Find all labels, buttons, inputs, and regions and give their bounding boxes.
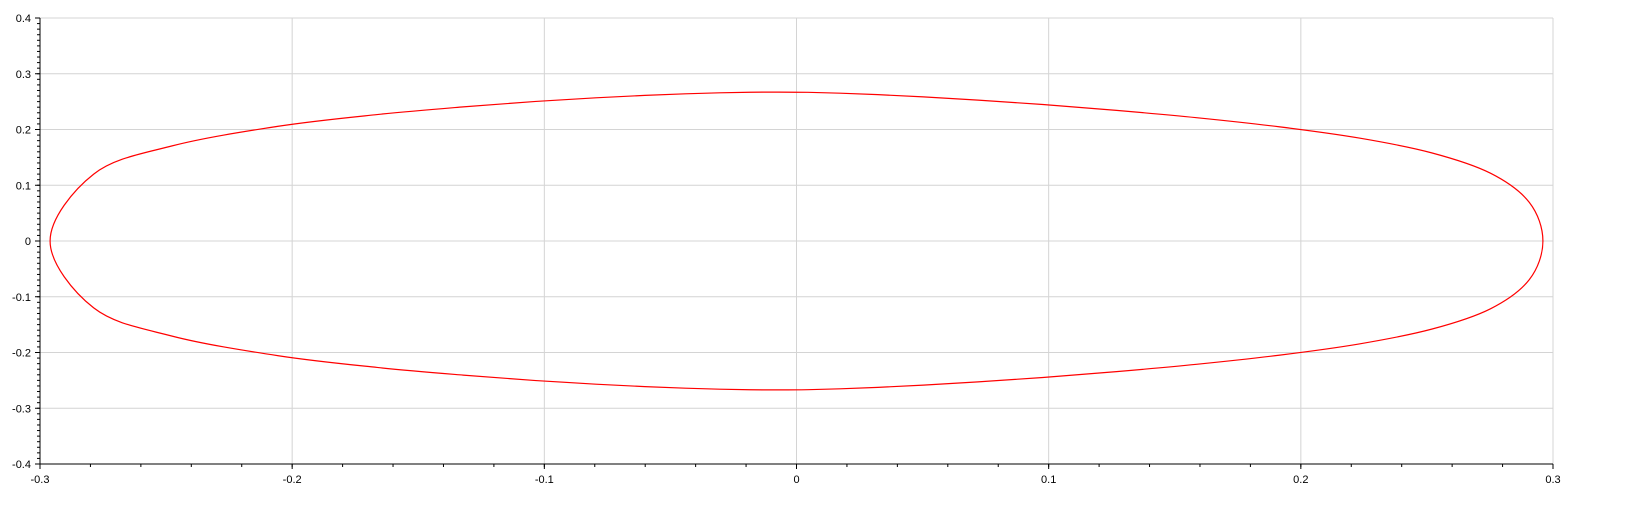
- y-tick-label: 0.3: [16, 69, 31, 81]
- x-tick-label: -0.2: [283, 474, 302, 486]
- y-tick-label: 0.2: [16, 125, 31, 137]
- x-tick-label: 0.3: [1545, 474, 1560, 486]
- x-tick-label: -0.3: [31, 474, 50, 486]
- x-tick-label: 0.2: [1293, 474, 1308, 486]
- y-tick-label: -0.4: [12, 459, 31, 471]
- x-tick-label: 0: [793, 474, 799, 486]
- y-tick-label: -0.2: [12, 348, 31, 360]
- y-tick-label: 0.1: [16, 180, 31, 192]
- grid-lines: [40, 17, 1554, 464]
- axes: [35, 17, 1554, 469]
- y-tick-label: -0.3: [12, 403, 31, 415]
- y-tick-label: -0.1: [12, 292, 31, 304]
- y-tick-label: 0.4: [16, 13, 31, 25]
- x-tick-label: -0.1: [535, 474, 554, 486]
- y-tick-label: 0: [25, 236, 31, 248]
- tick-labels: -0.3 -0.2 -0.1 0 0.1 0.2 0.3 0.4 0.3 0.2 0.1 0 -0.1 -…: [12, 13, 1561, 486]
- series-layer: [49, 91, 1544, 391]
- x-tick-label: 0.1: [1041, 474, 1056, 486]
- series-line-0: [49, 91, 1544, 391]
